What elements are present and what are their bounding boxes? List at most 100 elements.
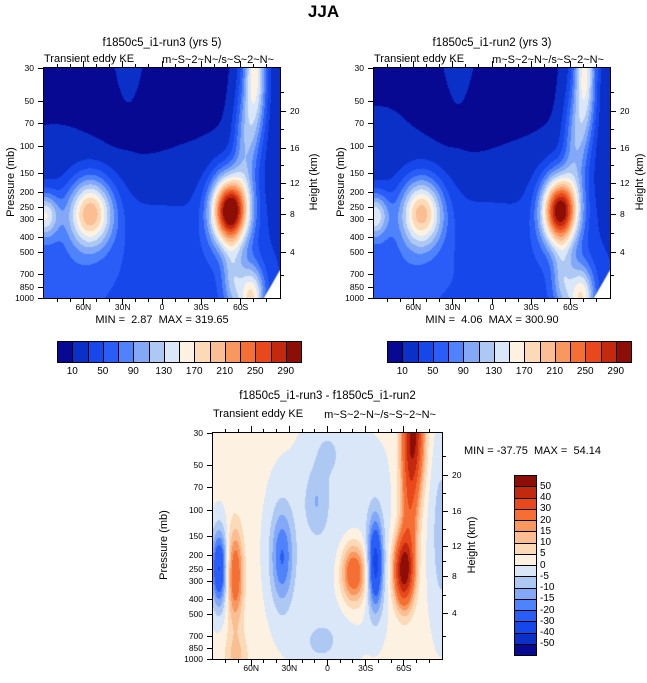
pressure-tick	[38, 297, 43, 299]
colorbar-label: 210	[216, 366, 234, 377]
pressure-tick-label: 100	[349, 141, 364, 152]
pressure-tick	[368, 191, 373, 193]
height-tick-label: 16	[290, 142, 300, 153]
panel-subtitle: Transient eddy KE	[44, 53, 135, 65]
pressure-tick-label: 500	[349, 247, 364, 258]
lat-tick-top	[301, 429, 303, 432]
pressure-tick	[207, 536, 212, 538]
height-tick	[611, 111, 616, 113]
height-minor-tick	[443, 594, 446, 596]
lat-tick-top	[237, 429, 239, 432]
colorbar-cell	[387, 341, 404, 363]
height-tick	[281, 251, 286, 253]
panel-units-label: m~S~2~N~/s~S~2~N~	[492, 54, 604, 66]
pressure-tick-label: 30	[24, 62, 34, 73]
pressure-tick-label: 70	[354, 118, 364, 129]
pressure-tick-label: 500	[188, 608, 203, 619]
contour-plot	[212, 432, 443, 660]
colorbar-label: -40	[540, 627, 555, 638]
colorbar-cell	[72, 341, 89, 363]
lat-tick	[416, 660, 418, 663]
lat-tick	[82, 299, 84, 305]
colorbar-label: 250	[576, 366, 594, 377]
height-tick	[611, 183, 616, 185]
pressure-tick-label: 150	[349, 168, 364, 179]
colorbar-cell	[402, 341, 419, 363]
colorbar-cell	[148, 341, 165, 363]
lat-tick-top	[596, 64, 598, 67]
pressure-axis-label: Pressure (mb)	[158, 510, 170, 580]
pressure-tick-label: 150	[188, 531, 203, 542]
lat-tick	[390, 660, 392, 663]
lat-tick	[250, 660, 252, 666]
lat-tick-label: 60S	[396, 663, 412, 673]
lat-tick-top	[213, 64, 215, 67]
colorbar-label: 30	[540, 503, 552, 515]
colorbar	[514, 475, 537, 656]
lat-tick-top	[399, 64, 401, 67]
height-axis-label: Height (km)	[466, 516, 478, 574]
lat-tick-top	[339, 429, 341, 432]
lat-tick	[276, 660, 278, 663]
colorbar-cell	[285, 341, 302, 363]
pressure-tick-label: 400	[349, 232, 364, 243]
lat-tick	[200, 299, 202, 305]
lat-tick-top	[135, 64, 137, 67]
lat-tick-label: 60N	[405, 302, 422, 312]
pressure-tick-label: 700	[19, 269, 34, 280]
pressure-tick	[38, 252, 43, 254]
pressure-tick-label: 400	[188, 594, 203, 605]
lat-tick	[301, 660, 303, 663]
lat-tick	[69, 299, 71, 302]
lat-tick-top	[200, 61, 202, 67]
pressure-tick	[207, 554, 212, 556]
minmax-label: MIN = 2.87 MAX = 319.65	[95, 314, 229, 326]
colorbar-cell	[240, 341, 257, 363]
lat-tick	[399, 299, 401, 302]
pressure-tick-label: 850	[188, 643, 203, 654]
lat-tick-label: 60N	[75, 302, 92, 312]
panel-units-label: m~S~2~N~/s~S~2~N~	[162, 54, 274, 66]
lat-tick-label: 0	[489, 302, 495, 312]
colorbar-cell	[194, 341, 211, 363]
height-axis-label: Height (km)	[308, 153, 320, 211]
colorbar-label: 130	[155, 366, 173, 377]
height-tick-label: 4	[620, 246, 625, 257]
panel-subtitle: Transient eddy KE	[213, 408, 304, 420]
lat-tick-top	[428, 429, 430, 432]
pressure-tick-label: 300	[349, 213, 364, 224]
lat-tick-top	[403, 426, 405, 432]
height-tick-label: 4	[452, 608, 457, 619]
pressure-tick	[38, 101, 43, 102]
height-minor-tick	[611, 165, 614, 167]
lat-tick-top	[122, 61, 124, 67]
colorbar-cell	[57, 341, 74, 363]
contour-field-canvas	[374, 68, 610, 298]
colorbar-cell	[539, 341, 556, 363]
pressure-tick-label: 700	[349, 269, 364, 280]
pressure-tick-label: 30	[354, 62, 364, 73]
height-tick	[443, 511, 448, 513]
colorbar-label: 210	[546, 366, 564, 377]
pressure-tick-label: 200	[349, 186, 364, 197]
pressure-tick	[207, 569, 212, 571]
colorbar-label: -50	[540, 638, 555, 650]
lat-tick	[557, 299, 559, 302]
pressure-tick	[207, 465, 212, 467]
colorbar-cell	[270, 341, 287, 363]
height-tick	[443, 576, 448, 577]
height-minor-tick	[281, 198, 284, 200]
pressure-tick-label: 250	[188, 564, 203, 575]
lat-tick-top	[570, 61, 572, 67]
lat-tick-top	[148, 64, 150, 67]
colorbar-cell	[224, 341, 241, 363]
colorbar-label: 50	[427, 366, 439, 377]
lat-tick	[339, 660, 341, 663]
height-tick	[281, 111, 286, 113]
colorbar-label: 10	[396, 366, 408, 377]
height-minor-tick	[443, 561, 446, 563]
height-minor-tick	[443, 456, 446, 458]
height-tick-label: 12	[620, 178, 630, 189]
pressure-tick-label: 200	[19, 186, 34, 197]
lat-tick-label: 30S	[523, 302, 539, 312]
